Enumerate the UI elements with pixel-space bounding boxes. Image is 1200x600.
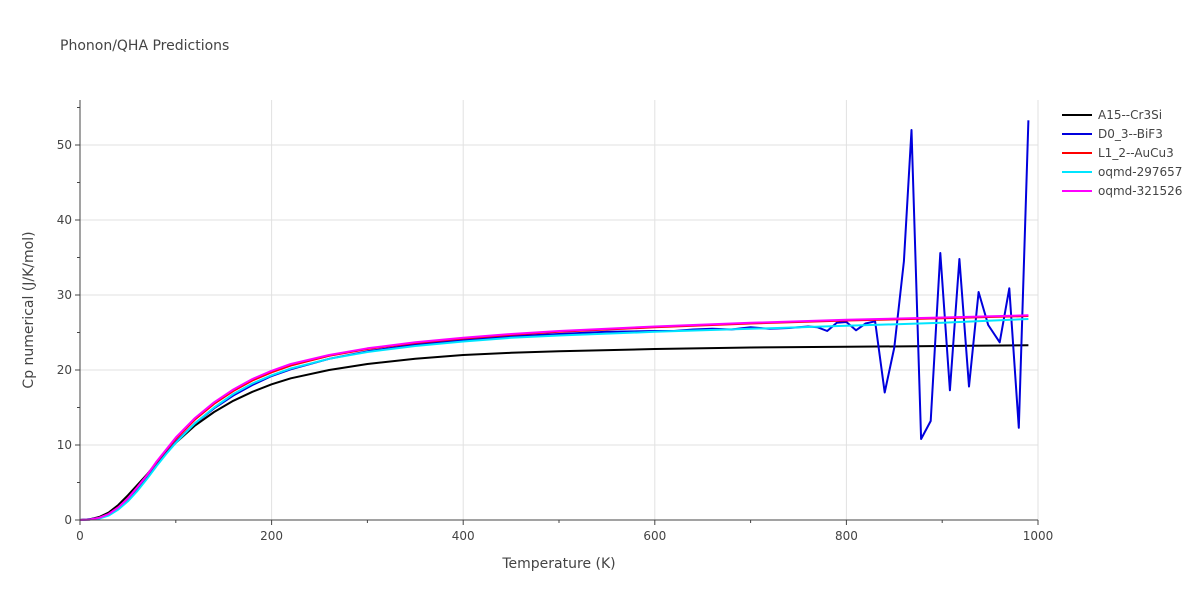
y-ticks: 0 10 20 30 40 50: [57, 107, 80, 527]
x-axis-label: Temperature (K): [501, 556, 615, 572]
legend-label: D0_3--BiF3: [1098, 127, 1163, 141]
legend-label: oqmd-297657: [1098, 165, 1182, 179]
chart-title: Phonon/QHA Predictions: [60, 38, 229, 54]
series-line-oqmd-297657: [79, 318, 1029, 521]
y-axis-label: Cp numerical (J/K/mol): [21, 231, 37, 388]
y-tick-label: 0: [64, 513, 72, 527]
series-line-oqmd-321526: [79, 314, 1029, 521]
x-tick-label: 800: [835, 529, 858, 543]
legend-item[interactable]: L1_2--AuCu3: [1062, 146, 1174, 160]
legend-label: A15--Cr3Si: [1098, 108, 1162, 122]
x-tick-label: 0: [76, 529, 84, 543]
legend-label: L1_2--AuCu3: [1098, 146, 1174, 160]
y-tick-label: 10: [57, 438, 72, 452]
y-tick-label: 20: [57, 363, 72, 377]
legend-item[interactable]: oqmd-297657: [1062, 165, 1182, 179]
x-tick-label: 1000: [1023, 529, 1054, 543]
x-tick-label: 400: [452, 529, 475, 543]
legend-item[interactable]: oqmd-321526: [1062, 184, 1182, 198]
y-tick-label: 50: [57, 138, 72, 152]
x-ticks: 0 200 400 600 800 1000: [76, 520, 1053, 543]
plot-area: [79, 120, 1030, 521]
legend-label: oqmd-321526: [1098, 184, 1182, 198]
axes: [79, 100, 1038, 521]
legend-item[interactable]: A15--Cr3Si: [1062, 108, 1162, 122]
x-tick-label: 600: [643, 529, 666, 543]
series-line-A15--Cr3Si: [79, 344, 1029, 521]
grid: [80, 100, 1039, 520]
y-tick-label: 30: [57, 288, 72, 302]
legend: A15--Cr3Si D0_3--BiF3 L1_2--AuCu3 oqmd-2976…: [1062, 108, 1182, 198]
x-tick-label: 200: [260, 529, 283, 543]
y-tick-label: 40: [57, 213, 72, 227]
legend-item[interactable]: D0_3--BiF3: [1062, 127, 1163, 141]
